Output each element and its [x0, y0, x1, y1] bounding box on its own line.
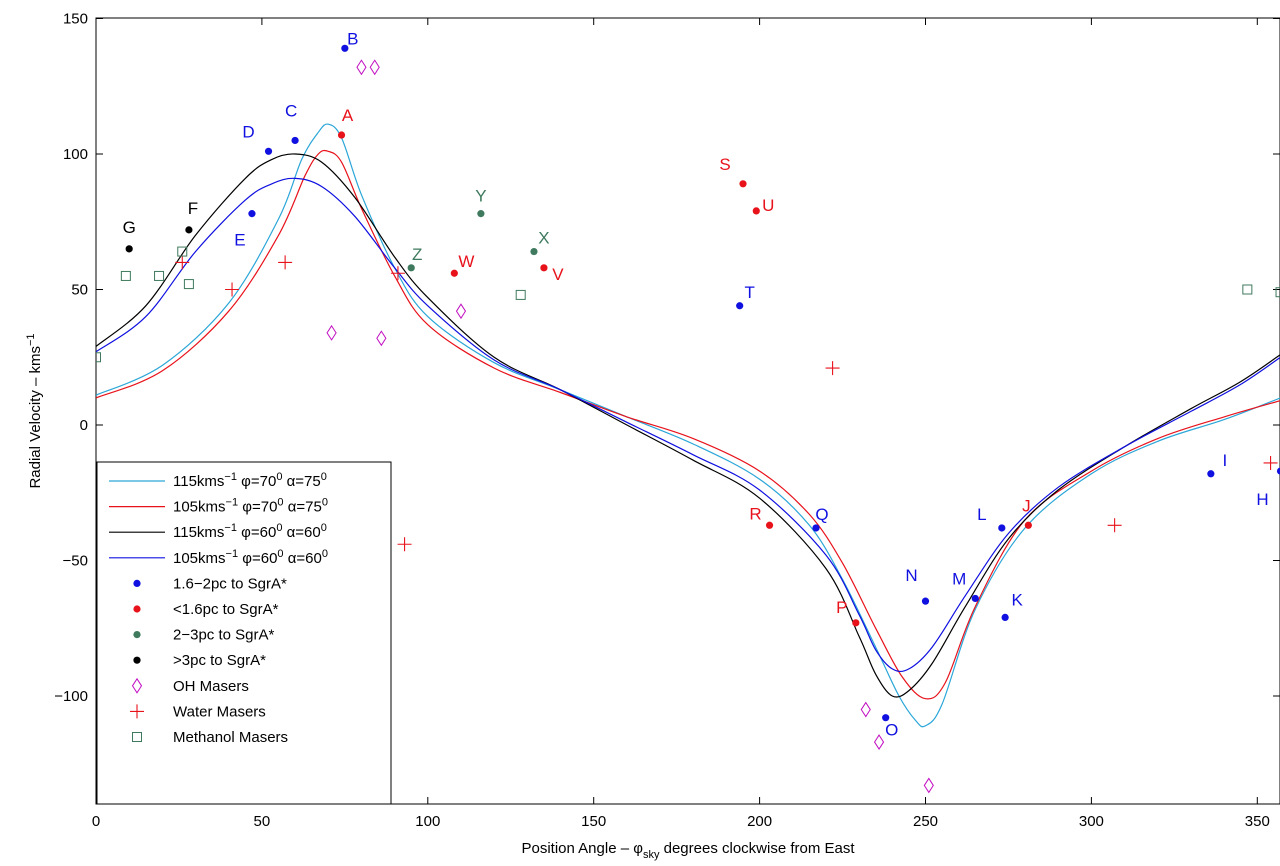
data-point-M: [972, 595, 979, 602]
legend-label-curve-1: 115kms−1 φ=700 α=750: [173, 471, 327, 490]
data-point-E: [248, 210, 255, 217]
point-label-Z: Z: [412, 245, 422, 264]
x-tick-label: 100: [415, 813, 440, 830]
x-tick-label: 50: [254, 813, 271, 830]
legend-label-group-5: OH Masers: [173, 678, 249, 695]
point-label-N: N: [905, 566, 917, 585]
data-point-G: [126, 245, 133, 252]
data-point-I: [1207, 470, 1214, 477]
legend-label-group-7: Methanol Masers: [173, 729, 288, 746]
y-tick-label: 150: [63, 11, 88, 28]
data-point-X: [530, 248, 537, 255]
y-tick-label: −50: [63, 553, 88, 570]
point-label-U: U: [762, 196, 774, 215]
data-point-P: [852, 619, 859, 626]
data-point-C: [291, 137, 298, 144]
x-tick-label: 200: [747, 813, 772, 830]
point-label-Q: Q: [815, 505, 828, 524]
data-point-R: [766, 522, 773, 529]
data-point-F: [185, 226, 192, 233]
point-label-G: G: [123, 218, 136, 237]
data-point-D: [265, 148, 272, 155]
point-label-A: A: [342, 106, 354, 125]
point-label-D: D: [242, 122, 254, 141]
point-label-Y: Y: [475, 187, 486, 206]
legend-label-group-2: <1.6pc to SgrA*: [173, 601, 279, 618]
point-label-P: P: [836, 598, 847, 617]
legend-label-group-3: 2−3pc to SgrA*: [173, 627, 274, 644]
data-point-W: [451, 270, 458, 277]
point-label-H: H: [1256, 490, 1268, 509]
x-tick-label: 150: [581, 813, 606, 830]
point-label-R: R: [749, 504, 761, 523]
x-tick-label: 300: [1079, 813, 1104, 830]
legend-label-curve-2: 105kms−1 φ=700 α=750: [173, 497, 328, 516]
point-label-W: W: [458, 252, 474, 271]
data-point-Y: [477, 210, 484, 217]
point-label-F: F: [188, 199, 198, 218]
data-point-N: [922, 598, 929, 605]
x-tick-label: 0: [92, 813, 100, 830]
data-point-S: [739, 180, 746, 187]
point-label-L: L: [977, 505, 986, 524]
legend-marker-1: [133, 580, 140, 587]
point-label-S: S: [719, 155, 730, 174]
point-label-C: C: [285, 101, 297, 120]
point-label-V: V: [552, 265, 564, 284]
y-axis-label: Radial Velocity – kms−1: [25, 333, 44, 488]
point-label-B: B: [347, 29, 358, 48]
data-point-V: [540, 264, 547, 271]
x-axis-label: Position Angle – φsky degrees clockwise …: [521, 840, 855, 861]
data-point-U: [753, 207, 760, 214]
point-label-K: K: [1011, 590, 1023, 609]
data-point-L: [998, 524, 1005, 531]
point-label-E: E: [234, 231, 245, 250]
legend-label-group-1: 1.6−2pc to SgrA*: [173, 575, 287, 592]
y-tick-label: 0: [80, 417, 88, 434]
y-tick-label: −100: [54, 688, 88, 705]
data-point-A: [338, 131, 345, 138]
data-point-K: [1002, 614, 1009, 621]
point-label-J: J: [1022, 496, 1031, 515]
point-label-T: T: [744, 283, 754, 302]
point-label-O: O: [885, 721, 898, 740]
data-point-Z: [408, 264, 415, 271]
legend-marker-3: [133, 631, 140, 638]
x-tick-label: 250: [913, 813, 938, 830]
y-tick-label: 100: [63, 146, 88, 163]
data-point-Q: [812, 524, 819, 531]
point-label-I: I: [1222, 451, 1227, 470]
svg-text:Radial Velocity – kms−1: Radial Velocity – kms−1: [25, 333, 44, 488]
y-tick-label: 50: [71, 282, 88, 299]
legend-label-group-4: >3pc to SgrA*: [173, 652, 266, 669]
point-label-X: X: [538, 229, 549, 248]
point-label-M: M: [952, 569, 966, 588]
legend-label-group-6: Water Masers: [173, 703, 266, 720]
legend-label-curve-3: 115kms−1 φ=600 α=600: [173, 522, 327, 541]
data-point-J: [1025, 522, 1032, 529]
legend-marker-2: [133, 605, 140, 612]
legend-label-curve-4: 105kms−1 φ=600 α=600: [173, 548, 328, 567]
legend-marker-4: [133, 657, 140, 664]
x-tick-label: 350: [1245, 813, 1270, 830]
legend: 115kms−1 φ=700 α=750 105kms−1 φ=700 α=750…: [97, 462, 391, 804]
data-point-T: [736, 302, 743, 309]
